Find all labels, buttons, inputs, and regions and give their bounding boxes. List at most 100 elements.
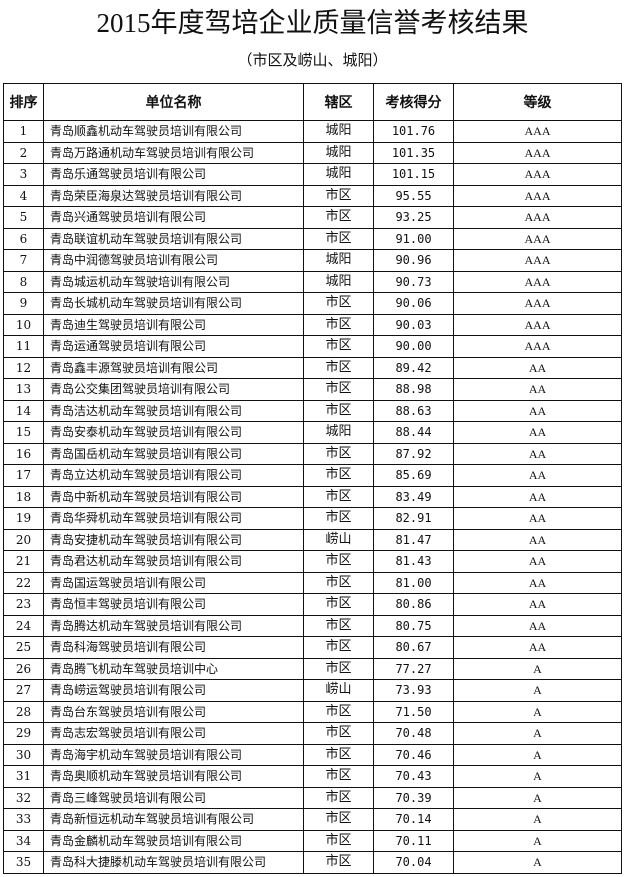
rank-cell: 13 <box>3 378 44 401</box>
company-name-cell: 青岛鑫丰源驾驶员培训有限公司 <box>43 356 304 379</box>
score-cell: 70.39 <box>373 786 454 809</box>
company-name-cell: 青岛三峰驾驶员培训有限公司 <box>43 786 304 809</box>
grade-cell: A <box>453 743 622 766</box>
score-cell: 90.96 <box>373 249 454 272</box>
company-name-cell: 青岛海宇机动车驾驶员培训有限公司 <box>43 743 304 766</box>
grade-cell: AA <box>453 485 622 508</box>
grade-cell: AA <box>453 614 622 637</box>
score-cell: 81.43 <box>373 550 454 573</box>
document-title: 2015年度驾培企业质量信誉考核结果 <box>96 8 529 38</box>
score-cell: 81.47 <box>373 528 454 551</box>
header-rank: 排序 <box>3 83 44 121</box>
rank-cell: 29 <box>3 722 44 745</box>
grade-cell: AAA <box>453 292 622 315</box>
grade-cell: AA <box>453 399 622 422</box>
rank-cell: 26 <box>3 657 44 680</box>
company-name-cell: 青岛科海驾驶员培训有限公司 <box>43 636 304 659</box>
grade-cell: AA <box>453 378 622 401</box>
rank-cell: 8 <box>3 270 44 293</box>
table-row: 15 青岛安泰机动车驾驶员培训有限公司 城阳 88.44 AA <box>3 421 622 444</box>
rank-cell: 18 <box>3 485 44 508</box>
company-name-cell: 青岛中润德驾驶员培训有限公司 <box>43 249 304 272</box>
score-cell: 93.25 <box>373 206 454 229</box>
company-name-cell: 青岛恒丰驾驶员培训有限公司 <box>43 593 304 616</box>
company-name-cell: 青岛腾飞机动车驾驶员培训中心 <box>43 657 304 680</box>
score-cell: 95.55 <box>373 184 454 207</box>
table-row: 25 青岛科海驾驶员培训有限公司 市区 80.67 AA <box>3 636 622 659</box>
score-cell: 90.73 <box>373 270 454 293</box>
rank-cell: 24 <box>3 614 44 637</box>
district-cell: 市区 <box>303 808 374 831</box>
table-row: 1 青岛顺鑫机动车驾驶员培训有限公司 城阳 101.76 AAA <box>3 120 622 143</box>
company-name-cell: 青岛科大捷滕机动车驾驶员培训有限公司 <box>43 851 304 874</box>
grade-cell: AA <box>453 528 622 551</box>
district-cell: 市区 <box>303 700 374 723</box>
table-row: 16 青岛国岳机动车驾驶员培训有限公司 市区 87.92 AA <box>3 442 622 465</box>
table-header-row: 排序 单位名称 辖区 考核得分 等级 <box>3 83 622 121</box>
company-name-cell: 青岛奥顺机动车驾驶员培训有限公司 <box>43 765 304 788</box>
company-name-cell: 青岛中新机动车驾驶员培训有限公司 <box>43 485 304 508</box>
table-row: 14 青岛洁达机动车驾驶员培训有限公司 市区 88.63 AA <box>3 399 622 422</box>
header-score: 考核得分 <box>373 83 454 121</box>
score-cell: 101.76 <box>373 120 454 143</box>
district-cell: 市区 <box>303 313 374 336</box>
district-cell: 市区 <box>303 206 374 229</box>
score-cell: 101.15 <box>373 163 454 186</box>
company-name-cell: 青岛安捷机动车驾驶员培训有限公司 <box>43 528 304 551</box>
company-name-cell: 青岛万路通机动车驾驶员培训有限公司 <box>43 141 304 164</box>
grade-cell: AAA <box>453 270 622 293</box>
header-district: 辖区 <box>303 83 374 121</box>
score-cell: 70.04 <box>373 851 454 874</box>
district-cell: 市区 <box>303 442 374 465</box>
table-row: 24 青岛腾达机动车驾驶员培训有限公司 市区 80.75 AA <box>3 614 622 637</box>
score-cell: 89.42 <box>373 356 454 379</box>
rank-cell: 16 <box>3 442 44 465</box>
company-name-cell: 青岛国岳机动车驾驶员培训有限公司 <box>43 442 304 465</box>
grade-cell: A <box>453 786 622 809</box>
rank-cell: 27 <box>3 679 44 702</box>
grade-cell: AA <box>453 636 622 659</box>
district-cell: 市区 <box>303 184 374 207</box>
score-cell: 70.11 <box>373 829 454 852</box>
grade-cell: AAA <box>453 313 622 336</box>
rank-cell: 15 <box>3 421 44 444</box>
table-row: 3 青岛乐通驾驶员培训有限公司 城阳 101.15 AAA <box>3 163 622 186</box>
grade-cell: AA <box>453 593 622 616</box>
district-cell: 市区 <box>303 485 374 508</box>
table-row: 35 青岛科大捷滕机动车驾驶员培训有限公司 市区 70.04 A <box>3 851 622 874</box>
grade-cell: AAA <box>453 184 622 207</box>
company-name-cell: 青岛台东驾驶员培训有限公司 <box>43 700 304 723</box>
table-row: 8 青岛城运机动车驾驶培训有限公司 城阳 90.73 AAA <box>3 270 622 293</box>
grade-cell: AAA <box>453 120 622 143</box>
table-row: 12 青岛鑫丰源驾驶员培训有限公司 市区 89.42 AA <box>3 356 622 379</box>
score-cell: 88.44 <box>373 421 454 444</box>
district-cell: 市区 <box>303 657 374 680</box>
grade-cell: AAA <box>453 335 622 358</box>
score-cell: 85.69 <box>373 464 454 487</box>
header-name: 单位名称 <box>43 83 304 121</box>
district-cell: 市区 <box>303 765 374 788</box>
rank-cell: 34 <box>3 829 44 852</box>
table-row: 27 青岛崂运驾驶员培训有限公司 崂山 73.93 A <box>3 679 622 702</box>
score-cell: 101.35 <box>373 141 454 164</box>
district-cell: 市区 <box>303 593 374 616</box>
grade-cell: A <box>453 851 622 874</box>
company-name-cell: 青岛长城机动车驾驶员培训有限公司 <box>43 292 304 315</box>
grade-cell: AAA <box>453 249 622 272</box>
grade-cell: A <box>453 765 622 788</box>
district-cell: 市区 <box>303 550 374 573</box>
rank-cell: 35 <box>3 851 44 874</box>
table-row: 11 青岛运通驾驶员培训有限公司 市区 90.00 AAA <box>3 335 622 358</box>
score-cell: 90.03 <box>373 313 454 336</box>
district-cell: 市区 <box>303 614 374 637</box>
table-row: 9 青岛长城机动车驾驶员培训有限公司 市区 90.06 AAA <box>3 292 622 315</box>
rank-cell: 2 <box>3 141 44 164</box>
district-cell: 城阳 <box>303 120 374 143</box>
grade-cell: AAA <box>453 163 622 186</box>
company-name-cell: 青岛顺鑫机动车驾驶员培训有限公司 <box>43 120 304 143</box>
rank-cell: 23 <box>3 593 44 616</box>
company-name-cell: 青岛兴通驾驶员培训有限公司 <box>43 206 304 229</box>
table-row: 31 青岛奥顺机动车驾驶员培训有限公司 市区 70.43 A <box>3 765 622 788</box>
rank-cell: 28 <box>3 700 44 723</box>
table-row: 13 青岛公交集团驾驶员培训有限公司 市区 88.98 AA <box>3 378 622 401</box>
